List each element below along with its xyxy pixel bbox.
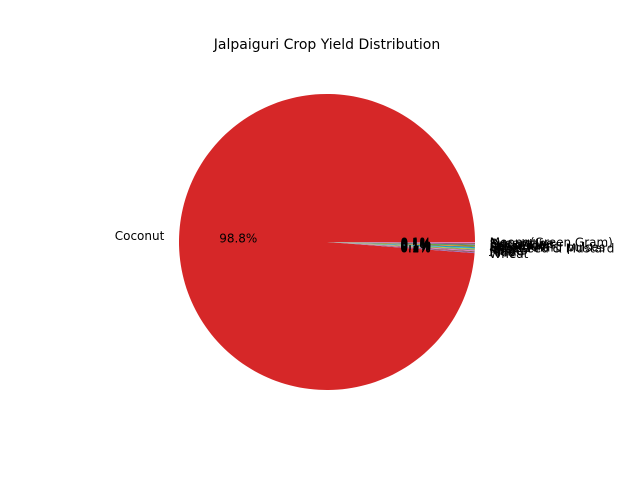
slice-percent-label: 98.8% <box>219 232 257 246</box>
slice-label: Dry chillies <box>490 238 556 252</box>
slice-label: Sugarcane <box>490 237 554 251</box>
pie-slice <box>327 242 475 252</box>
slice-label: Coconut <box>115 229 165 243</box>
pie-slice <box>327 242 475 244</box>
slice-label: Potato <box>490 244 528 258</box>
slice-percent-label: 0.1% <box>400 240 431 254</box>
slice-percent-label: 0.1% <box>400 241 431 255</box>
pie-slice <box>327 242 475 253</box>
slice-percent-label: 0.1% <box>400 241 431 255</box>
slice-label: Rapeseed & Mustard <box>490 242 615 256</box>
pie-slice <box>327 242 475 249</box>
slice-percent-label: 0.1% <box>400 240 431 254</box>
pie-slice <box>179 94 475 391</box>
slice-percent-label: 0.1% <box>401 237 432 251</box>
slice-label: Arhar/Tur <box>490 239 545 253</box>
pie-slice <box>327 242 475 245</box>
slice-percent-label: 0.1% <box>400 239 431 253</box>
pie-slice <box>327 242 475 246</box>
pie-slice <box>327 242 475 251</box>
slice-percent-label: 0.1% <box>401 236 432 250</box>
slice-percent-label: 0.1% <box>401 238 432 252</box>
slice-label: Other Kharif pulses <box>490 241 605 255</box>
slice-percent-label: 0.1% <box>400 238 431 252</box>
slice-label: Jute <box>489 243 513 257</box>
pie-slice <box>327 242 475 243</box>
pie-slices <box>179 94 475 391</box>
slice-percent-label: 0.1% <box>400 239 431 253</box>
slice-percent-label: 0.1% <box>401 235 432 249</box>
slice-percent-label: 0.1% <box>401 236 432 250</box>
pie-slice <box>327 242 475 247</box>
chart-title: Jalpaiguri Crop Yield Distribution <box>213 37 440 53</box>
slice-label: Sesamum <box>490 240 550 254</box>
pie-slice <box>327 242 475 254</box>
pie-slice <box>327 242 475 248</box>
pie-slice <box>327 242 475 250</box>
slice-label: Maize <box>490 245 525 259</box>
slice-label: Rice <box>489 246 515 260</box>
slice-label: Moong(Green Gram) <box>490 236 613 250</box>
slice-label: Wheat <box>489 247 528 261</box>
